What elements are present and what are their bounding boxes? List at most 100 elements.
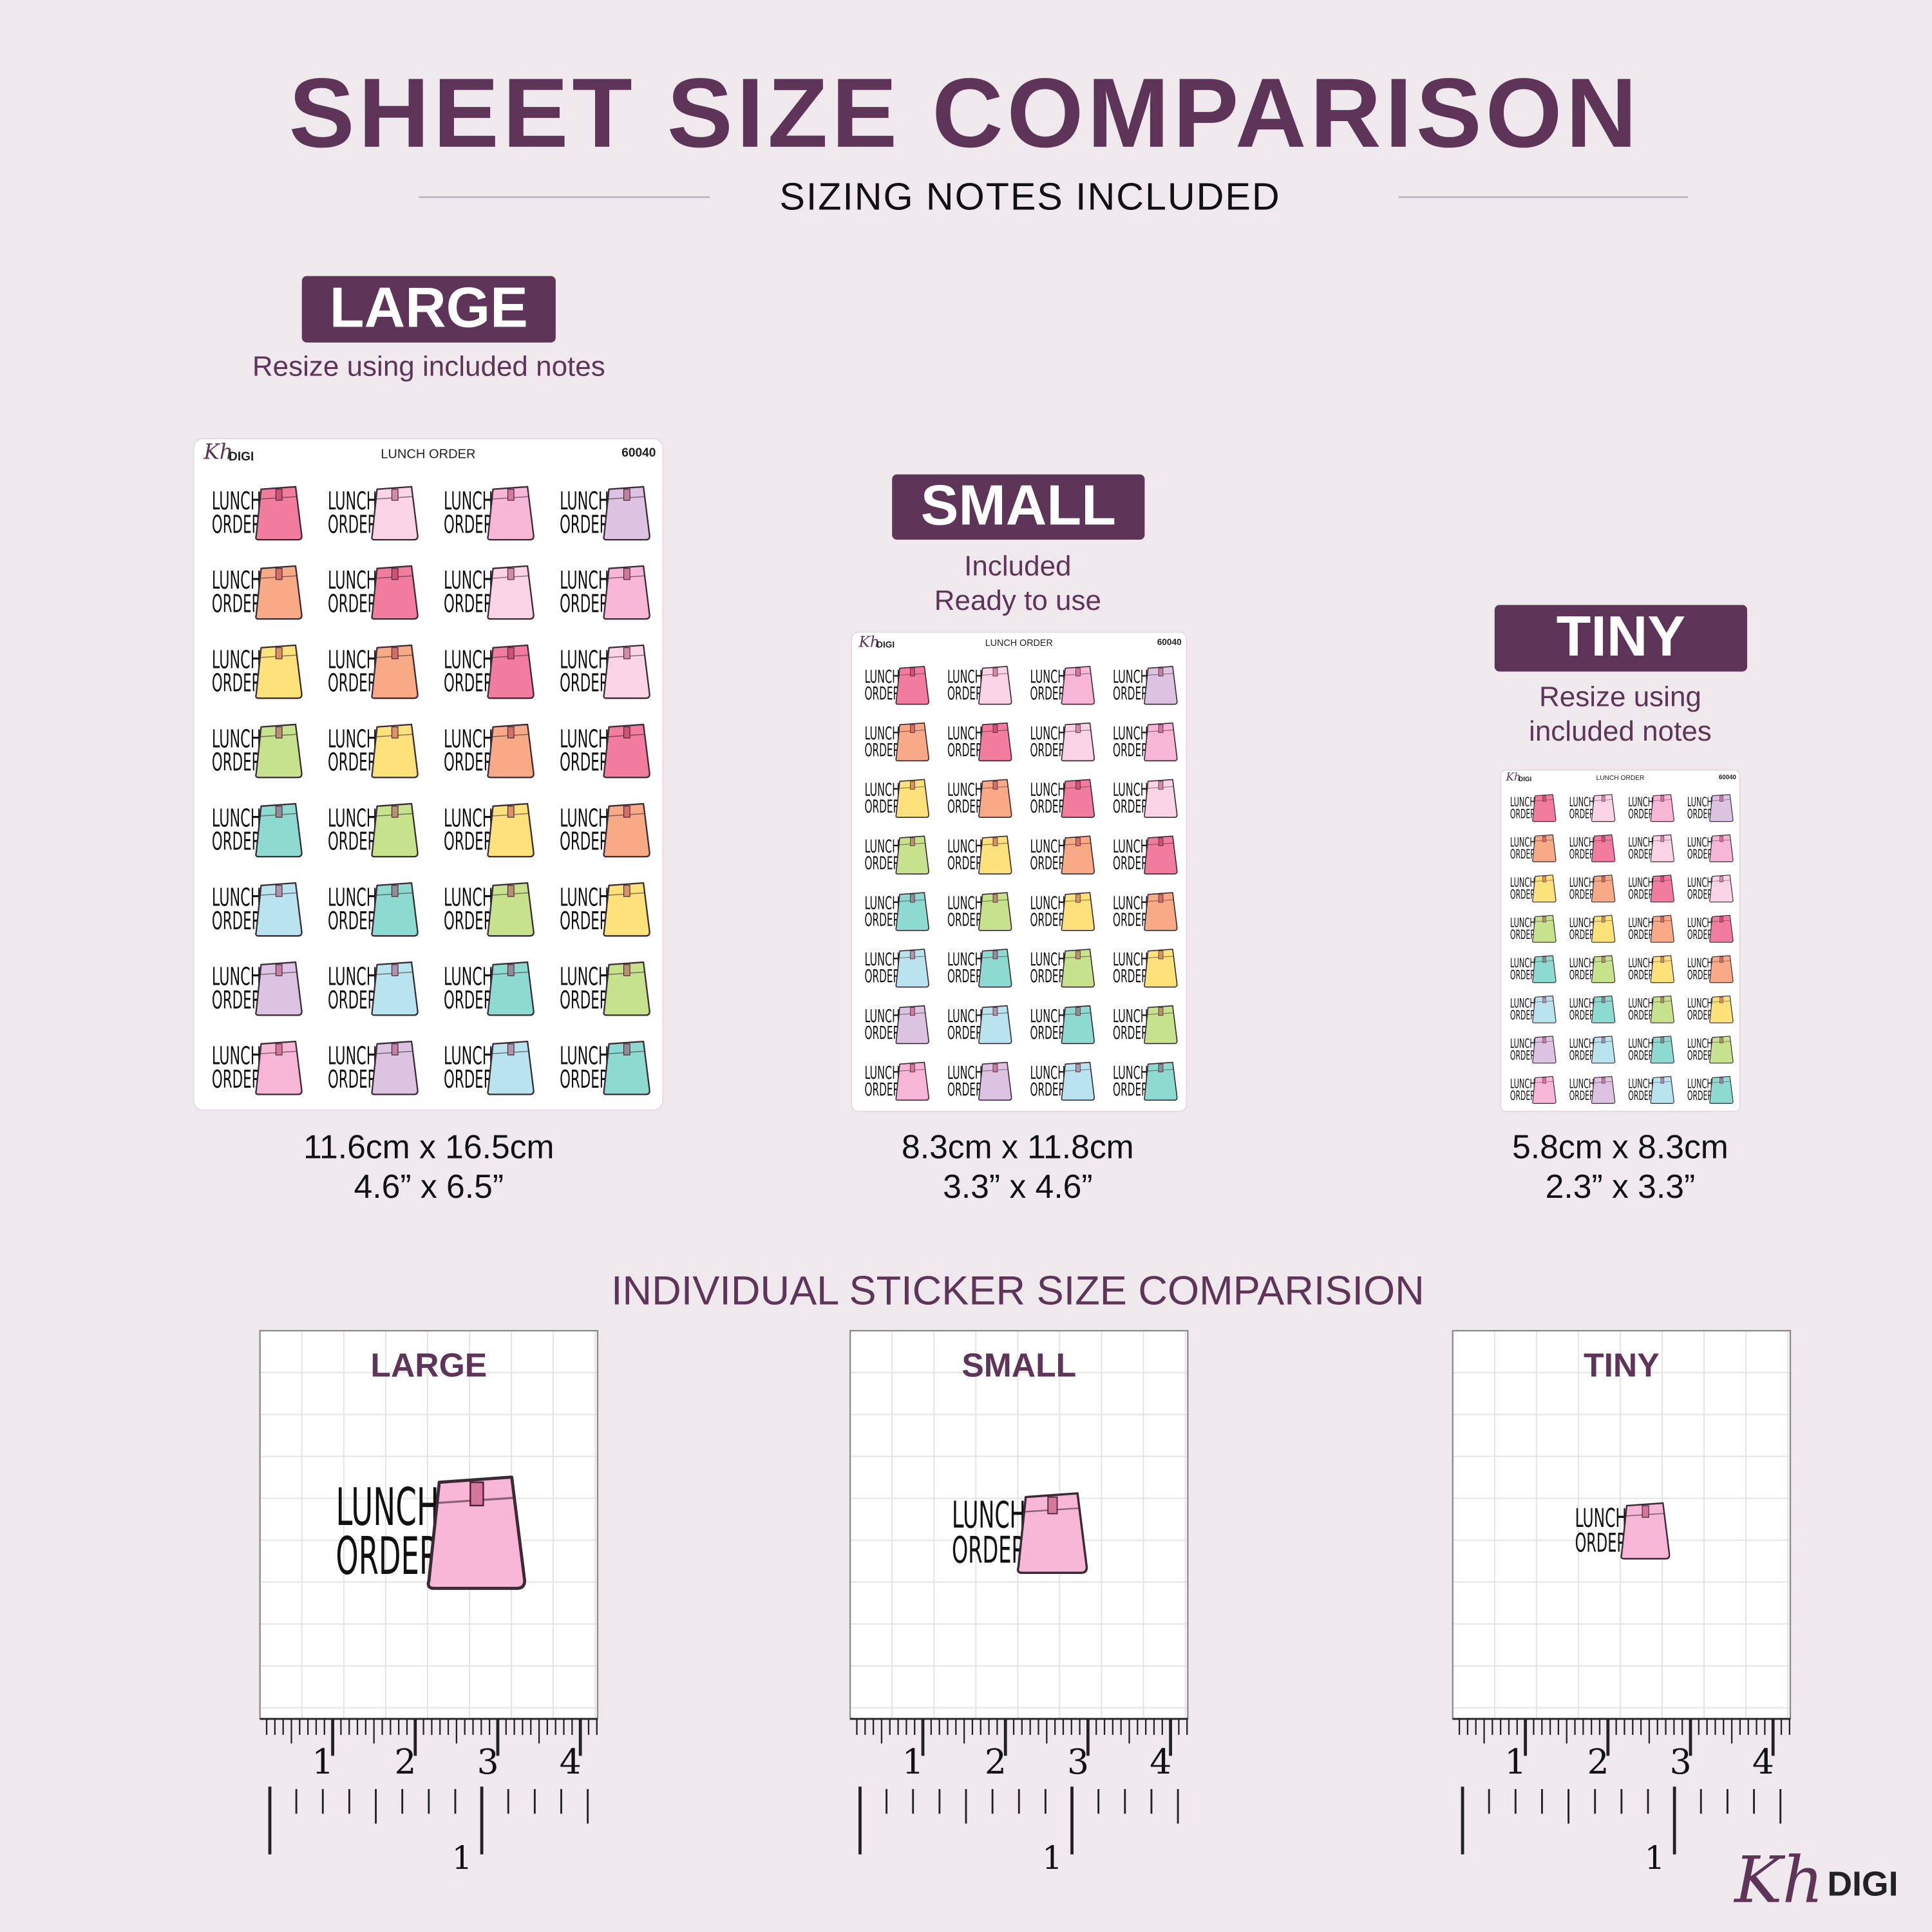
sticker-text: ORDER — [212, 590, 261, 619]
bag — [371, 882, 419, 937]
bag-tab — [1660, 795, 1665, 802]
bag — [1709, 834, 1734, 862]
sticker-text: ORDER — [1575, 1528, 1627, 1558]
sticker-text: LUNCH — [328, 724, 377, 753]
bag-tab — [1075, 837, 1081, 846]
sticker-text: ORDER — [864, 967, 900, 987]
sticker-text: ORDER — [1628, 968, 1653, 983]
sticker-text: LUNCH — [212, 1041, 261, 1070]
bag — [487, 802, 535, 858]
bag-tab — [1047, 1496, 1058, 1515]
sticker-text: ORDER — [1510, 927, 1535, 942]
sticker-text: LUNCH — [1628, 956, 1653, 971]
sticker-text: ORDER — [1113, 1080, 1148, 1100]
bag-tab-shade — [910, 724, 915, 733]
sticker-text: LUNCH — [1687, 996, 1712, 1011]
sticker-text: ORDER — [1113, 910, 1148, 930]
sticker-text: ORDER — [1030, 741, 1066, 761]
sticker-text: LUNCH — [1569, 1077, 1595, 1092]
bag — [603, 961, 650, 1016]
bag — [978, 722, 1012, 762]
sticker-text: LUNCH — [1510, 1036, 1535, 1051]
bag-tab-shade — [1048, 1497, 1057, 1514]
sticker-text: ORDER — [1687, 1088, 1712, 1103]
bag — [1061, 722, 1095, 762]
bag-tab — [1075, 1063, 1081, 1073]
sticker-text: ORDER — [328, 511, 377, 540]
sticker-text: LUNCH — [1510, 956, 1535, 971]
bag-tab-shade — [1660, 1077, 1664, 1084]
bag-tab-shade — [1075, 781, 1081, 790]
bag-tab-shade — [1719, 1037, 1723, 1043]
sticker-text: LUNCH — [947, 781, 983, 800]
sheet-title: LUNCH ORDER — [1596, 775, 1644, 782]
bag-tab-shade — [1542, 956, 1546, 963]
bag-tab-shade — [276, 568, 282, 580]
ruler-cm-label: 3 — [477, 1741, 499, 1782]
bag-tab-shade — [1719, 876, 1723, 882]
sticker-text: LUNCH — [560, 645, 609, 674]
dimension: 11.6cm x 16.5cm — [303, 1128, 554, 1166]
bag — [371, 961, 419, 1016]
bag — [895, 892, 929, 931]
sticker-text: LUNCH — [1569, 956, 1595, 971]
sticker-text: LUNCH — [444, 804, 493, 833]
bag — [1144, 1005, 1178, 1045]
bag-tab — [1660, 1077, 1665, 1084]
sticker-text: LUNCH — [1510, 915, 1535, 930]
bag-tab — [507, 726, 515, 739]
bag-tab — [275, 964, 283, 976]
ruler-cm-label: 1 — [902, 1741, 924, 1782]
sticker-text: ORDER — [212, 907, 261, 936]
sticker-text: ORDER — [328, 986, 377, 1015]
bag-tab-shade — [470, 1482, 484, 1506]
bag — [1650, 995, 1674, 1023]
sticker-text: ORDER — [1510, 887, 1535, 902]
sticker-text: LUNCH — [1030, 724, 1066, 744]
sticker-text: LUNCH — [444, 883, 493, 912]
sticker-text: LUNCH — [560, 566, 609, 595]
bag — [895, 835, 929, 875]
bag-tab-shade — [276, 1043, 282, 1056]
sticker-text: LUNCH — [1113, 893, 1148, 913]
bag-tab-shade — [1542, 836, 1546, 842]
ruler-cm-label: 1 — [312, 1741, 334, 1782]
sheet-title: LUNCH ORDER — [381, 447, 475, 461]
bag — [1144, 835, 1178, 875]
sticker-text: ORDER — [947, 910, 983, 930]
bag — [1532, 794, 1557, 822]
bag-tab-shade — [507, 964, 515, 976]
bag — [255, 802, 303, 858]
bag-tab-shade — [276, 647, 282, 659]
bag-tab-shade — [1159, 951, 1163, 959]
bag-tab-shade — [1159, 838, 1163, 846]
sticker-text: LUNCH — [212, 883, 261, 912]
sticker-text: ORDER — [1569, 1088, 1595, 1103]
sticker-text: ORDER — [444, 907, 493, 936]
bag-tab — [910, 1007, 915, 1016]
bag-tab — [1542, 795, 1546, 802]
sticker-text: LUNCH — [328, 883, 377, 912]
sticker-text: ORDER — [1628, 847, 1653, 862]
bag — [487, 961, 535, 1016]
bag-tab — [1075, 1007, 1081, 1016]
bag-tab — [992, 1007, 998, 1016]
bag — [1061, 779, 1095, 819]
bag — [426, 1475, 527, 1590]
sticker-text: ORDER — [947, 1080, 983, 1100]
